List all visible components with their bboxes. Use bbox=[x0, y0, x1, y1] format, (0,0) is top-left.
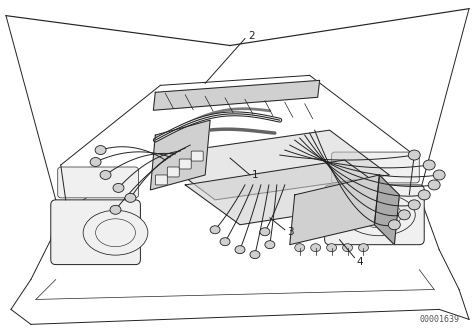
Ellipse shape bbox=[250, 250, 260, 259]
FancyBboxPatch shape bbox=[155, 175, 167, 185]
Ellipse shape bbox=[95, 146, 106, 155]
Ellipse shape bbox=[408, 150, 420, 160]
Ellipse shape bbox=[110, 205, 121, 214]
Polygon shape bbox=[185, 160, 399, 225]
Ellipse shape bbox=[113, 183, 124, 192]
FancyBboxPatch shape bbox=[58, 167, 138, 198]
Ellipse shape bbox=[125, 193, 136, 202]
Ellipse shape bbox=[235, 246, 245, 254]
Polygon shape bbox=[154, 80, 319, 110]
Polygon shape bbox=[374, 175, 399, 245]
Ellipse shape bbox=[357, 202, 402, 228]
Ellipse shape bbox=[388, 220, 401, 230]
Ellipse shape bbox=[96, 219, 136, 247]
Text: 3: 3 bbox=[287, 227, 293, 237]
Ellipse shape bbox=[343, 244, 353, 252]
FancyBboxPatch shape bbox=[332, 152, 419, 183]
Polygon shape bbox=[290, 175, 379, 245]
FancyBboxPatch shape bbox=[179, 159, 191, 169]
Ellipse shape bbox=[358, 244, 368, 252]
FancyBboxPatch shape bbox=[167, 167, 179, 177]
Ellipse shape bbox=[265, 241, 275, 248]
Ellipse shape bbox=[418, 190, 430, 200]
Ellipse shape bbox=[210, 226, 220, 234]
Ellipse shape bbox=[100, 170, 111, 179]
Ellipse shape bbox=[433, 170, 445, 180]
Text: 1: 1 bbox=[252, 170, 258, 180]
Ellipse shape bbox=[428, 180, 440, 190]
FancyBboxPatch shape bbox=[51, 200, 140, 265]
Text: 4: 4 bbox=[356, 257, 363, 267]
Ellipse shape bbox=[327, 244, 337, 252]
Ellipse shape bbox=[90, 158, 101, 167]
Ellipse shape bbox=[220, 238, 230, 246]
Polygon shape bbox=[150, 120, 210, 190]
Ellipse shape bbox=[260, 228, 270, 236]
Polygon shape bbox=[155, 130, 389, 200]
Ellipse shape bbox=[310, 244, 320, 252]
Text: 00001639: 00001639 bbox=[419, 315, 459, 324]
Text: 2: 2 bbox=[248, 30, 255, 40]
Ellipse shape bbox=[408, 200, 420, 210]
Ellipse shape bbox=[344, 194, 415, 236]
FancyBboxPatch shape bbox=[325, 185, 424, 245]
Ellipse shape bbox=[83, 210, 148, 255]
Ellipse shape bbox=[398, 210, 410, 220]
Ellipse shape bbox=[423, 160, 435, 170]
FancyBboxPatch shape bbox=[191, 151, 203, 161]
Ellipse shape bbox=[295, 244, 305, 252]
